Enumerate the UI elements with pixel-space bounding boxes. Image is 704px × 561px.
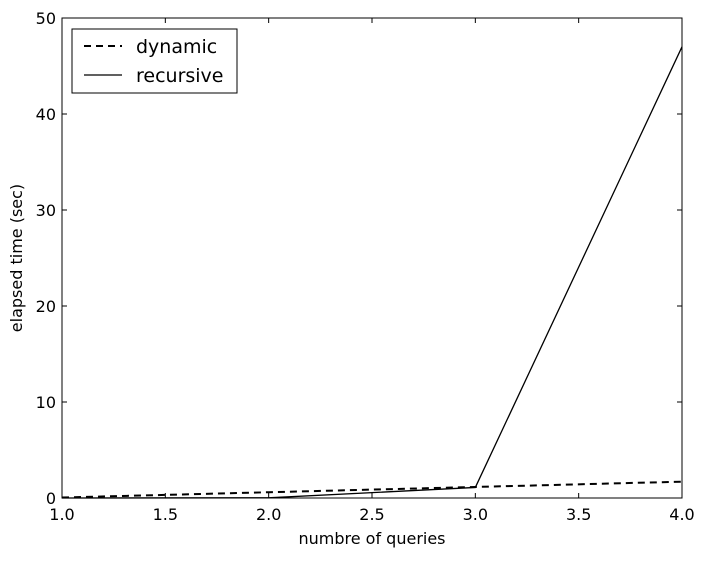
- series-line-recursive: [61, 46, 683, 499]
- legend-label-dynamic: dynamic: [136, 36, 217, 58]
- y-tick-label: 0: [46, 489, 56, 508]
- y-tick-label: 20: [36, 297, 56, 316]
- x-tick-label: 3.0: [463, 505, 488, 524]
- x-tick-label: 1.0: [49, 505, 74, 524]
- y-tick-label: 50: [36, 9, 56, 28]
- y-axis-label: elapsed time (sec): [7, 184, 26, 332]
- legend-box: [71, 28, 238, 94]
- series-layer: [61, 46, 683, 499]
- axes-layer: 1.0 1.5 2.0 2.5 3.0 3.5 4.0 0 10 20 30 40 50: [36, 9, 695, 524]
- legend-label-recursive: recursive: [136, 65, 224, 87]
- y-tick-label: 40: [36, 105, 56, 124]
- x-tick-label: 2.0: [256, 505, 281, 524]
- x-tick-label: 1.5: [153, 505, 178, 524]
- x-tick-label: 3.5: [566, 505, 591, 524]
- x-tick-label: 4.0: [669, 505, 694, 524]
- series-line-dynamic: [61, 480, 683, 499]
- y-tick-label: 10: [36, 393, 56, 412]
- x-axis-label: numbre of queries: [298, 529, 445, 548]
- y-tick-label: 30: [36, 201, 56, 220]
- x-tick-label: 2.5: [359, 505, 384, 524]
- legend: dynamic recursive: [71, 28, 238, 94]
